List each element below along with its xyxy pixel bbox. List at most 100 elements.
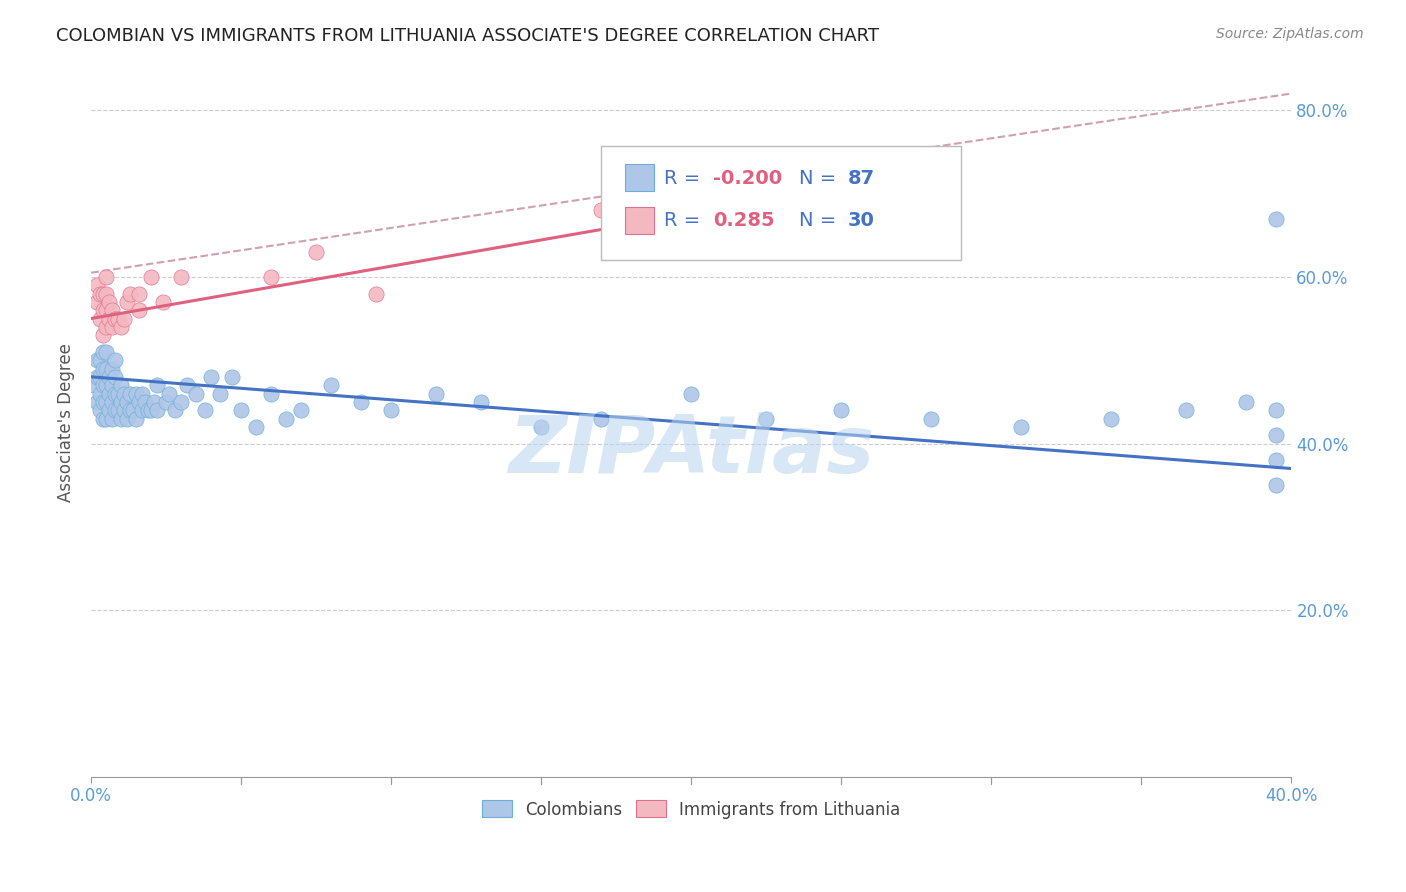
Point xyxy=(107,386,129,401)
Point xyxy=(165,403,187,417)
Point xyxy=(89,311,111,326)
Point xyxy=(366,286,388,301)
Point xyxy=(470,395,492,409)
Point xyxy=(1010,420,1032,434)
Point xyxy=(591,203,613,218)
Point xyxy=(89,353,111,368)
Point xyxy=(91,286,114,301)
Text: 0.285: 0.285 xyxy=(713,211,775,230)
Point xyxy=(110,411,132,425)
Point xyxy=(425,386,447,401)
Point xyxy=(152,294,174,309)
Point xyxy=(91,378,114,392)
Point xyxy=(98,311,121,326)
Point xyxy=(96,411,118,425)
Point xyxy=(104,403,127,417)
Point xyxy=(131,386,153,401)
Point xyxy=(146,378,169,392)
Point xyxy=(115,294,138,309)
Point xyxy=(136,403,159,417)
Point xyxy=(96,395,118,409)
Point xyxy=(155,395,177,409)
Point xyxy=(176,378,198,392)
Point xyxy=(200,369,222,384)
Point xyxy=(120,403,142,417)
Point xyxy=(91,395,114,409)
Point xyxy=(96,303,118,318)
Text: R =: R = xyxy=(664,211,706,230)
Point xyxy=(104,386,127,401)
Point xyxy=(89,286,111,301)
Point xyxy=(107,311,129,326)
Point xyxy=(1265,478,1288,492)
Point xyxy=(101,395,124,409)
Point xyxy=(131,403,153,417)
Point xyxy=(91,411,114,425)
Point xyxy=(86,369,108,384)
Point xyxy=(1175,403,1198,417)
Text: ZIPAtlas: ZIPAtlas xyxy=(508,412,875,490)
Point xyxy=(86,353,108,368)
Point xyxy=(91,303,114,318)
Point xyxy=(112,403,135,417)
Point xyxy=(110,378,132,392)
Point xyxy=(83,378,105,392)
Point xyxy=(96,319,118,334)
Point xyxy=(104,311,127,326)
Point xyxy=(350,395,373,409)
Point xyxy=(128,395,150,409)
Point xyxy=(1236,395,1258,409)
Point xyxy=(830,403,852,417)
Point xyxy=(186,386,208,401)
Point xyxy=(1265,453,1288,467)
Point xyxy=(245,420,267,434)
Point xyxy=(141,269,163,284)
Point xyxy=(146,403,169,417)
Point xyxy=(170,269,193,284)
Point xyxy=(276,411,298,425)
Y-axis label: Associate's Degree: Associate's Degree xyxy=(58,343,75,502)
Text: Source: ZipAtlas.com: Source: ZipAtlas.com xyxy=(1216,27,1364,41)
Text: COLOMBIAN VS IMMIGRANTS FROM LITHUANIA ASSOCIATE'S DEGREE CORRELATION CHART: COLOMBIAN VS IMMIGRANTS FROM LITHUANIA A… xyxy=(56,27,879,45)
Point xyxy=(591,411,613,425)
FancyBboxPatch shape xyxy=(602,146,962,260)
Point xyxy=(122,403,145,417)
Point xyxy=(128,303,150,318)
Point xyxy=(260,386,283,401)
Point xyxy=(321,378,343,392)
Point xyxy=(194,403,217,417)
Text: -0.200: -0.200 xyxy=(713,169,782,188)
Point xyxy=(115,411,138,425)
Point xyxy=(104,353,127,368)
Point xyxy=(101,361,124,376)
Point xyxy=(1265,403,1288,417)
Text: N =: N = xyxy=(800,169,842,188)
Point xyxy=(112,386,135,401)
Point xyxy=(209,386,232,401)
Point xyxy=(120,286,142,301)
Point xyxy=(221,369,243,384)
Point xyxy=(128,286,150,301)
Point xyxy=(86,395,108,409)
Point xyxy=(120,386,142,401)
FancyBboxPatch shape xyxy=(626,207,654,234)
Point xyxy=(290,403,312,417)
Point xyxy=(141,403,163,417)
Point xyxy=(231,403,253,417)
Point xyxy=(91,344,114,359)
Point xyxy=(115,395,138,409)
Point xyxy=(157,386,180,401)
Point xyxy=(98,294,121,309)
Point xyxy=(98,386,121,401)
FancyBboxPatch shape xyxy=(626,164,654,191)
Point xyxy=(260,269,283,284)
Point xyxy=(96,269,118,284)
Point xyxy=(91,328,114,343)
Point xyxy=(101,303,124,318)
Text: R =: R = xyxy=(664,169,706,188)
Point xyxy=(305,244,328,259)
Point xyxy=(920,411,942,425)
Point xyxy=(89,369,111,384)
Point xyxy=(134,395,156,409)
Point xyxy=(112,311,135,326)
